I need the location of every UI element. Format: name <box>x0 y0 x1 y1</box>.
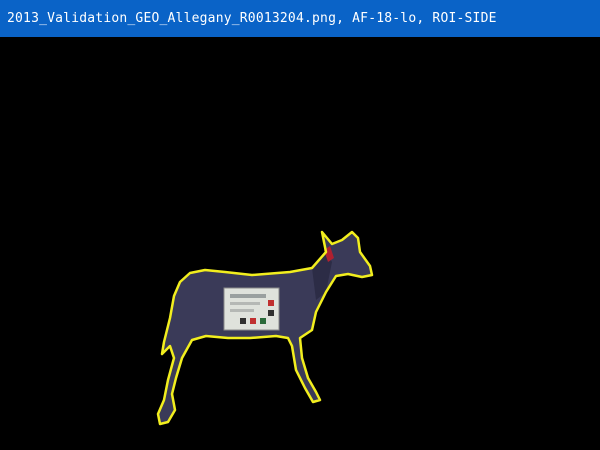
roi-outline[interactable] <box>156 230 374 426</box>
image-canvas[interactable] <box>0 37 600 450</box>
window-title: 2013_Validation_GEO_Allegany_R0013204.pn… <box>7 11 497 26</box>
roi-image <box>156 230 374 426</box>
tag-panel <box>223 287 280 331</box>
title-bar[interactable]: 2013_Validation_GEO_Allegany_R0013204.pn… <box>0 0 600 37</box>
